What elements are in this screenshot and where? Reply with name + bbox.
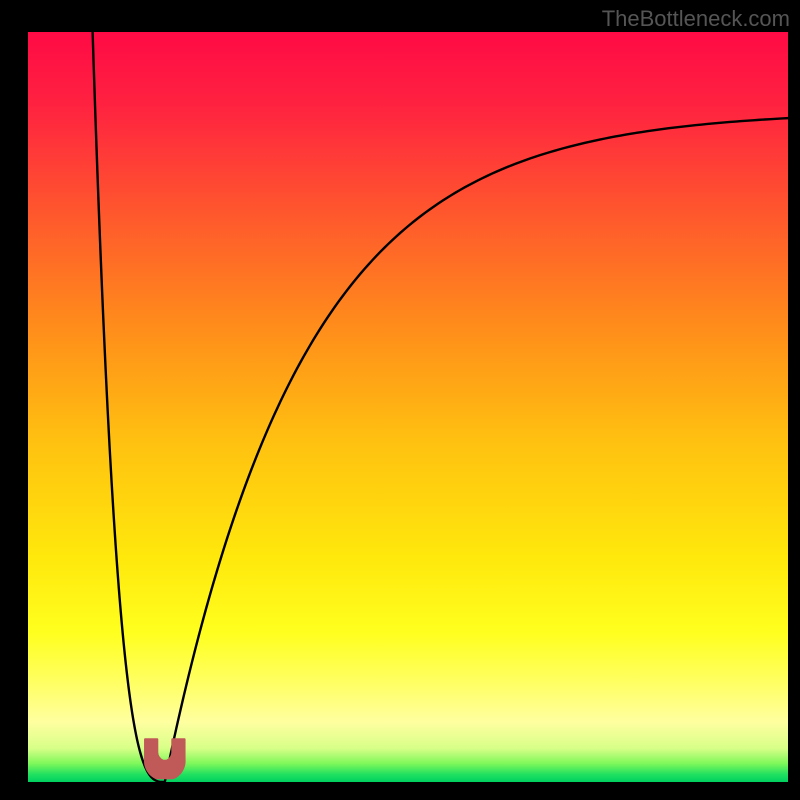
- gradient-background: [28, 32, 788, 782]
- bottleneck-chart: [28, 32, 788, 782]
- watermark-text: TheBottleneck.com: [602, 6, 790, 32]
